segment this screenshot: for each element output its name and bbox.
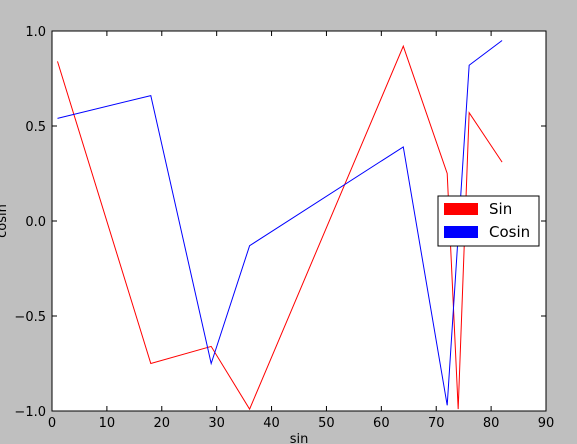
legend-swatch-cosin	[444, 226, 478, 238]
x-tick-label: 50	[318, 416, 335, 431]
y-axis-title: cosin	[0, 204, 10, 238]
x-tick-label: 90	[538, 416, 555, 431]
x-tick-label: 20	[154, 416, 171, 431]
x-tick-label: 10	[99, 416, 116, 431]
x-tick-label: 30	[208, 416, 225, 431]
x-tick-label: 40	[263, 416, 280, 431]
y-tick-label: 1.0	[25, 25, 46, 40]
y-tick-label: −0.5	[14, 310, 46, 325]
legend-label-sin: Sin	[489, 200, 512, 218]
x-axis-title: sin	[290, 432, 309, 444]
series-line-cosin	[57, 40, 503, 406]
x-tick-label: 0	[48, 416, 56, 431]
legend-label-cosin: Cosin	[489, 223, 530, 241]
y-tick-label: 0.5	[25, 120, 46, 135]
x-tick-label: 60	[373, 416, 390, 431]
ticks-layer: 0 10 20 30 40 50 60 70 80 90 −1.0 −0.5 0.0 0.5 1.0	[14, 25, 554, 431]
x-tick-label: 80	[483, 416, 500, 431]
y-tick-label: −1.0	[14, 405, 46, 420]
y-tick-label: 0.0	[25, 215, 46, 230]
legend: Sin Cosin	[437, 195, 540, 247]
x-tick-label: 70	[428, 416, 445, 431]
legend-swatch-sin	[444, 203, 478, 215]
